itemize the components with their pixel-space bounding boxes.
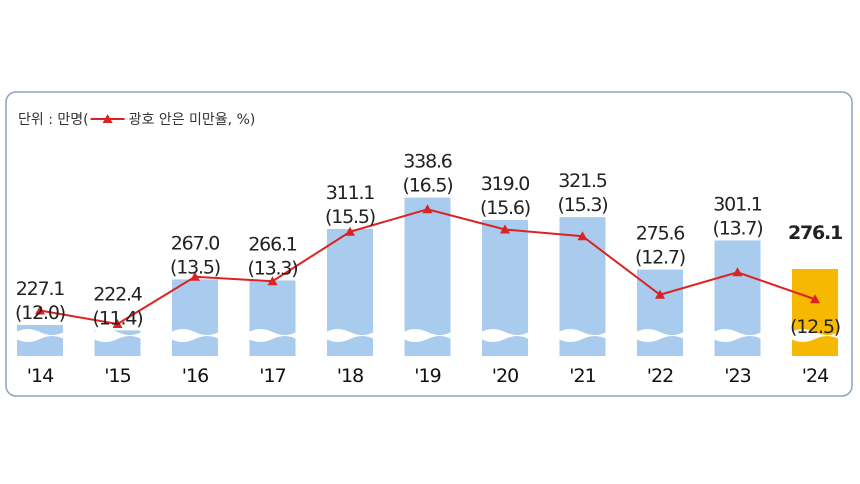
- x-tick-label-5: '19: [414, 365, 440, 387]
- rate-label-2: (13.5): [170, 256, 220, 278]
- rate-label-6: (15.6): [480, 197, 530, 219]
- bar-value-label-7: 321.5: [558, 170, 607, 192]
- rate-label-0: (12.0): [15, 302, 65, 324]
- bar-value-label-5: 338.6: [403, 151, 452, 173]
- axis-break-0: [16, 329, 64, 342]
- x-tick-label-2: '16: [182, 365, 208, 387]
- rate-point-0: [35, 305, 45, 315]
- bar-value-label-0: 227.1: [16, 278, 65, 300]
- rate-point-8: [655, 289, 665, 299]
- bar-value-label-8: 275.6: [636, 223, 685, 245]
- rate-point-7: [577, 231, 588, 241]
- x-tick-label-7: '21: [569, 365, 595, 387]
- axis-break-9: [713, 329, 762, 342]
- bar-value-label-6: 319.0: [481, 173, 530, 195]
- rate-point-2: [190, 271, 200, 281]
- x-tick-label-10: '24: [802, 365, 829, 387]
- bar-value-label-2: 267.0: [171, 232, 220, 254]
- rate-point-1: [112, 319, 123, 328]
- rate-point-9: [732, 267, 743, 277]
- bar-value-label-4: 311.1: [326, 182, 375, 204]
- rate-label-4: (15.5): [325, 206, 375, 228]
- axis-break-1: [93, 329, 142, 342]
- bar-2: [172, 279, 218, 356]
- bar-value-label-10: 276.1: [788, 222, 842, 244]
- x-tick-label-1: '15: [104, 365, 130, 387]
- unit-label-prefix: 단위 : 만명(: [18, 112, 89, 128]
- rate-point-5: [422, 204, 433, 214]
- axis-break-7: [558, 329, 607, 342]
- x-tick-label-6: '20: [492, 365, 518, 387]
- rate-point-6: [500, 224, 510, 234]
- legend-triangle-marker: [102, 114, 113, 123]
- axis-break-10: [791, 329, 839, 342]
- axis-break-2: [171, 329, 219, 342]
- axis-break-5: [403, 329, 452, 342]
- bar-value-label-3: 266.1: [248, 233, 297, 255]
- bars-layer: [16, 197, 839, 356]
- rate-point-10: [810, 294, 820, 304]
- x-tick-label-4: '18: [337, 365, 363, 387]
- x-tick-label-0: '14: [27, 365, 54, 387]
- rate-point-3: [267, 276, 278, 286]
- x-tick-label-8: '22: [647, 365, 673, 387]
- x-tick-label-9: '23: [724, 365, 750, 387]
- rate-point-4: [345, 226, 355, 236]
- bar-value-label-1: 222.4: [93, 283, 143, 305]
- unit-legend: 단위 : 만명( 광호 안은 미만율, %): [18, 112, 255, 128]
- bar-10: [792, 269, 838, 356]
- rate-label-10: (12.5): [790, 316, 840, 338]
- rate-line-layer: [35, 204, 820, 328]
- rate-label-7: (15.3): [558, 194, 608, 216]
- rate-label-3: (13.3): [248, 257, 298, 279]
- legend-series-label: 광호 안은 미만율, %): [129, 112, 256, 128]
- labels-layer: '14227.1(12.0)'15222.4(11.4)'16267.0(13.…: [15, 151, 843, 387]
- rate-label-1: (11.4): [93, 307, 143, 329]
- axis-break-3: [248, 329, 297, 342]
- x-tick-label-3: '17: [259, 365, 285, 387]
- axis-break-4: [326, 329, 374, 342]
- axis-break-6: [481, 329, 529, 342]
- bar-3: [249, 280, 296, 356]
- rate-label-9: (13.7): [713, 217, 763, 239]
- rate-label-5: (16.5): [403, 175, 453, 197]
- rate-label-8: (12.7): [635, 247, 685, 269]
- axis-break-8: [636, 329, 684, 342]
- bar-value-label-9: 301.1: [713, 193, 762, 215]
